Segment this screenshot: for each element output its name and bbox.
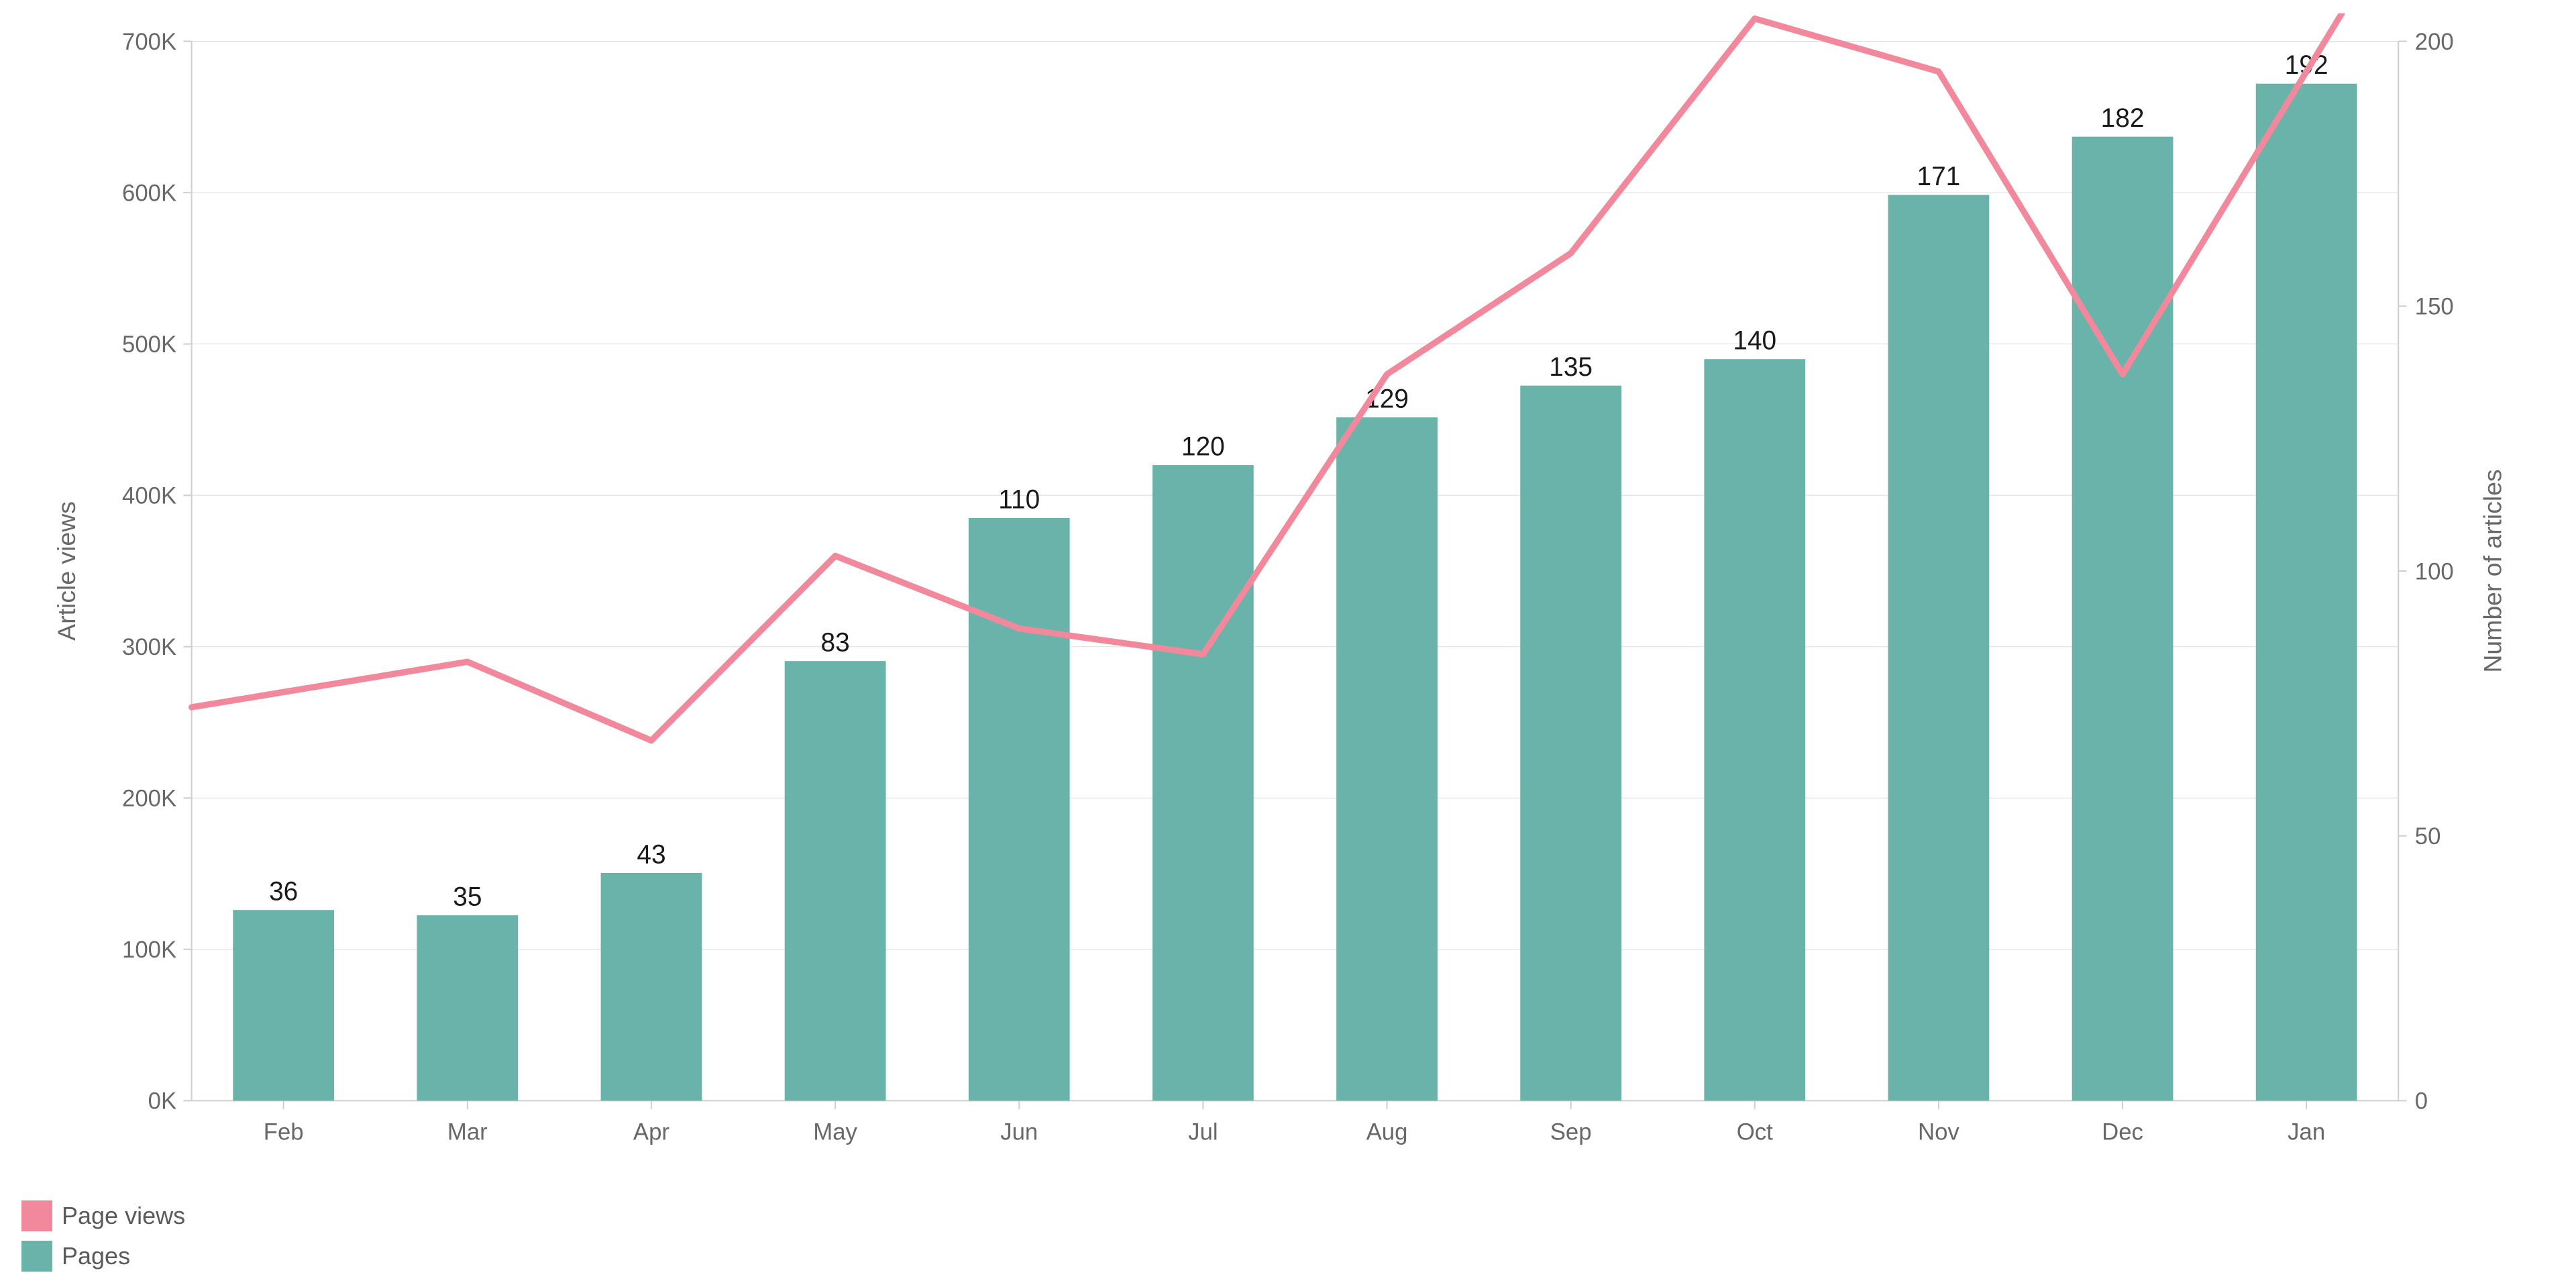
svg-text:400K: 400K xyxy=(122,482,176,509)
legend-label-pages: Pages xyxy=(62,1242,130,1270)
svg-text:Article views: Article views xyxy=(52,501,80,641)
svg-text:Oct: Oct xyxy=(1737,1119,1773,1145)
svg-text:0K: 0K xyxy=(148,1088,176,1114)
svg-text:Jun: Jun xyxy=(1000,1119,1038,1145)
chart-container: 0K 100K 200K 300K 400K 500K 600K 700K 0 50 100 150 2… xyxy=(0,0,2576,1285)
svg-text:300K: 300K xyxy=(122,634,176,660)
svg-text:May: May xyxy=(813,1119,857,1145)
svg-text:Nov: Nov xyxy=(1918,1119,1960,1145)
svg-text:100K: 100K xyxy=(122,937,176,963)
legend-swatch-pages xyxy=(21,1241,52,1272)
svg-text:Number of articles: Number of articles xyxy=(2479,469,2507,672)
svg-text:100: 100 xyxy=(2415,558,2454,584)
svg-text:110: 110 xyxy=(998,485,1040,514)
legend-item-pages: Pages xyxy=(21,1241,2549,1272)
legend-swatch-page-views xyxy=(21,1200,52,1231)
svg-text:120: 120 xyxy=(1181,432,1225,461)
svg-text:43: 43 xyxy=(637,840,665,869)
svg-text:Jan: Jan xyxy=(2288,1119,2325,1145)
legend-item-page-views: Page views xyxy=(21,1200,2549,1231)
legend: Page views Pages xyxy=(13,1184,2549,1272)
svg-text:600K: 600K xyxy=(122,180,176,206)
legend-label-page-views: Page views xyxy=(62,1202,185,1230)
svg-text:500K: 500K xyxy=(122,331,176,358)
svg-text:200: 200 xyxy=(2415,29,2454,55)
svg-text:150: 150 xyxy=(2415,293,2454,319)
svg-text:182: 182 xyxy=(2101,104,2145,133)
svg-text:36: 36 xyxy=(269,877,298,906)
svg-text:Sep: Sep xyxy=(1550,1119,1592,1145)
svg-text:200K: 200K xyxy=(122,785,176,811)
svg-text:Mar: Mar xyxy=(447,1119,488,1145)
svg-text:Aug: Aug xyxy=(1366,1119,1408,1145)
svg-text:Feb: Feb xyxy=(264,1119,304,1145)
svg-text:50: 50 xyxy=(2415,823,2441,850)
svg-text:Dec: Dec xyxy=(2102,1119,2143,1145)
svg-text:Jul: Jul xyxy=(1188,1119,1218,1145)
combo-chart: 0K 100K 200K 300K 400K 500K 600K 700K 0 50 100 150 2… xyxy=(13,13,2549,1184)
svg-text:171: 171 xyxy=(1917,162,1961,191)
svg-text:140: 140 xyxy=(1733,326,1776,355)
svg-text:35: 35 xyxy=(453,882,482,911)
svg-text:700K: 700K xyxy=(122,29,176,55)
svg-text:0: 0 xyxy=(2415,1088,2428,1114)
svg-text:135: 135 xyxy=(1549,353,1593,382)
svg-text:Apr: Apr xyxy=(633,1119,669,1145)
svg-text:83: 83 xyxy=(821,628,850,657)
